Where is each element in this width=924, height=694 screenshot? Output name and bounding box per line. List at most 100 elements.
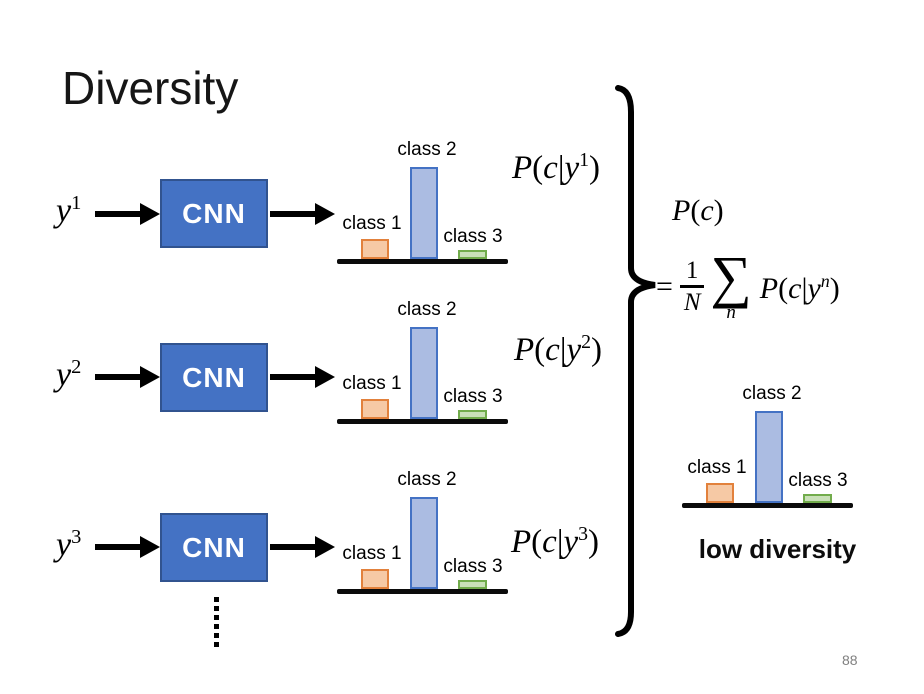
f-c: c — [700, 194, 714, 227]
fs-sup: n — [821, 271, 830, 291]
p1-sup: 1 — [579, 149, 589, 171]
distribution-chart-1: class 2 class 1 class 3 — [335, 139, 513, 264]
formula-rhs: = 1 N ∑ n P(c|yn) — [656, 244, 840, 324]
distribution-chart-3: class 2 class 1 class 3 — [335, 469, 513, 594]
fs-c: c — [788, 272, 802, 306]
chart3-class3-label: class 3 — [443, 556, 503, 577]
agg-bar-class3 — [803, 494, 832, 503]
agg-class3-label: class 3 — [788, 470, 848, 491]
p1-vbar: | — [557, 150, 565, 186]
equals-sign: = — [656, 269, 673, 303]
page-number: 88 — [842, 652, 858, 668]
p1-lparen: ( — [532, 150, 544, 186]
fraction-denominator: N — [680, 288, 705, 317]
output-arrow-2-head-icon — [315, 366, 335, 388]
low-diversity-caption: low diversity — [698, 534, 857, 564]
chart3-bar-class1 — [361, 569, 389, 589]
cnn-box-1: CNN — [160, 179, 268, 248]
agg-bar-class2 — [755, 411, 783, 503]
chart1-class2-label: class 2 — [397, 139, 457, 160]
y3-label: y3 — [56, 527, 81, 562]
f-n-sub: n — [726, 302, 736, 324]
aggregate-distribution-chart: class 2 class 1 class 3 — [680, 383, 858, 508]
summand: P(c|yn) — [760, 267, 840, 306]
p-c-given-y1-label: P(c|y1) — [512, 149, 600, 186]
cnn-box-3-label: CNN — [182, 531, 246, 563]
p2-vbar: | — [559, 332, 567, 368]
chart3-bar-class3 — [458, 580, 487, 589]
p2-P: P — [514, 332, 535, 368]
p2-y: y — [566, 332, 582, 368]
p1-P: P — [512, 150, 533, 186]
chart1-bar-class2 — [410, 167, 438, 259]
agg-bar-class1 — [706, 483, 734, 503]
y3-symbol: y — [56, 526, 72, 564]
agg-class2-label: class 2 — [742, 383, 802, 404]
output-arrow-2-line — [270, 374, 317, 380]
cnn-box-2: CNN — [160, 343, 268, 412]
p2-sup: 2 — [581, 331, 591, 353]
chart3-axis-line — [337, 589, 508, 594]
cnn-box-2-label: CNN — [182, 361, 246, 393]
agg-class1-label: class 1 — [687, 457, 747, 478]
input-arrow-1-line — [95, 211, 142, 217]
chart2-class1-label: class 1 — [342, 373, 402, 394]
p-c-given-y2-label: P(c|y2) — [514, 331, 602, 368]
cnn-box-3: CNN — [160, 513, 268, 582]
chart3-bar-class2 — [410, 497, 438, 589]
agg-axis-line — [682, 503, 853, 508]
f-N: N — [683, 289, 701, 317]
p2-lparen: ( — [534, 332, 546, 368]
input-arrow-2-head-icon — [140, 366, 160, 388]
p2-c: c — [545, 332, 560, 368]
p2-rparen: ) — [590, 332, 602, 368]
output-arrow-1-head-icon — [315, 203, 335, 225]
p-c-given-y3-label: P(c|y3) — [511, 523, 599, 560]
f-rparen: ) — [713, 194, 724, 227]
chart2-bar-class2 — [410, 327, 438, 419]
p3-sup: 3 — [578, 523, 588, 545]
fs-P: P — [759, 272, 779, 306]
p1-rparen: ) — [588, 150, 600, 186]
p3-rparen: ) — [587, 524, 599, 560]
chart3-class1-label: class 1 — [342, 543, 402, 564]
y1-superscript: 1 — [71, 192, 82, 214]
cnn-box-1-label: CNN — [182, 197, 246, 229]
p3-lparen: ( — [531, 524, 543, 560]
y1-label: y1 — [56, 193, 81, 228]
formula-lhs: P(c) — [672, 194, 724, 228]
slide-title: Diversity — [62, 62, 239, 114]
y1-symbol: y — [56, 192, 72, 230]
chart1-class3-label: class 3 — [443, 226, 503, 247]
chart2-bar-class1 — [361, 399, 389, 419]
p3-vbar: | — [556, 524, 564, 560]
fs-y: y — [807, 272, 821, 306]
p3-P: P — [511, 524, 532, 560]
chart1-bar-class1 — [361, 239, 389, 259]
summation: ∑ n — [710, 244, 752, 324]
input-arrow-3-line — [95, 544, 142, 550]
input-arrow-2-line — [95, 374, 142, 380]
fraction-numerator: 1 — [679, 257, 705, 289]
fraction-one-over-N: 1 N — [679, 257, 705, 317]
fs-rparen: ) — [829, 272, 840, 306]
chart1-class1-label: class 1 — [342, 213, 402, 234]
chart2-bar-class3 — [458, 410, 487, 419]
fs-n: n — [820, 271, 830, 292]
output-arrow-3-head-icon — [315, 536, 335, 558]
y2-superscript: 2 — [71, 356, 82, 378]
p1-c: c — [543, 150, 558, 186]
input-arrow-1-head-icon — [140, 203, 160, 225]
chart1-axis-line — [337, 259, 508, 264]
y2-symbol: y — [56, 356, 72, 394]
sigma-icon: ∑ — [710, 244, 752, 309]
y2-label: y2 — [56, 357, 81, 392]
p3-y: y — [563, 524, 579, 560]
chart2-axis-line — [337, 419, 508, 424]
summation-index: n — [726, 302, 736, 324]
fs-lparen: ( — [778, 272, 789, 306]
input-arrow-3-head-icon — [140, 536, 160, 558]
distribution-chart-2: class 2 class 1 class 3 — [335, 299, 513, 424]
p1-y: y — [564, 150, 580, 186]
